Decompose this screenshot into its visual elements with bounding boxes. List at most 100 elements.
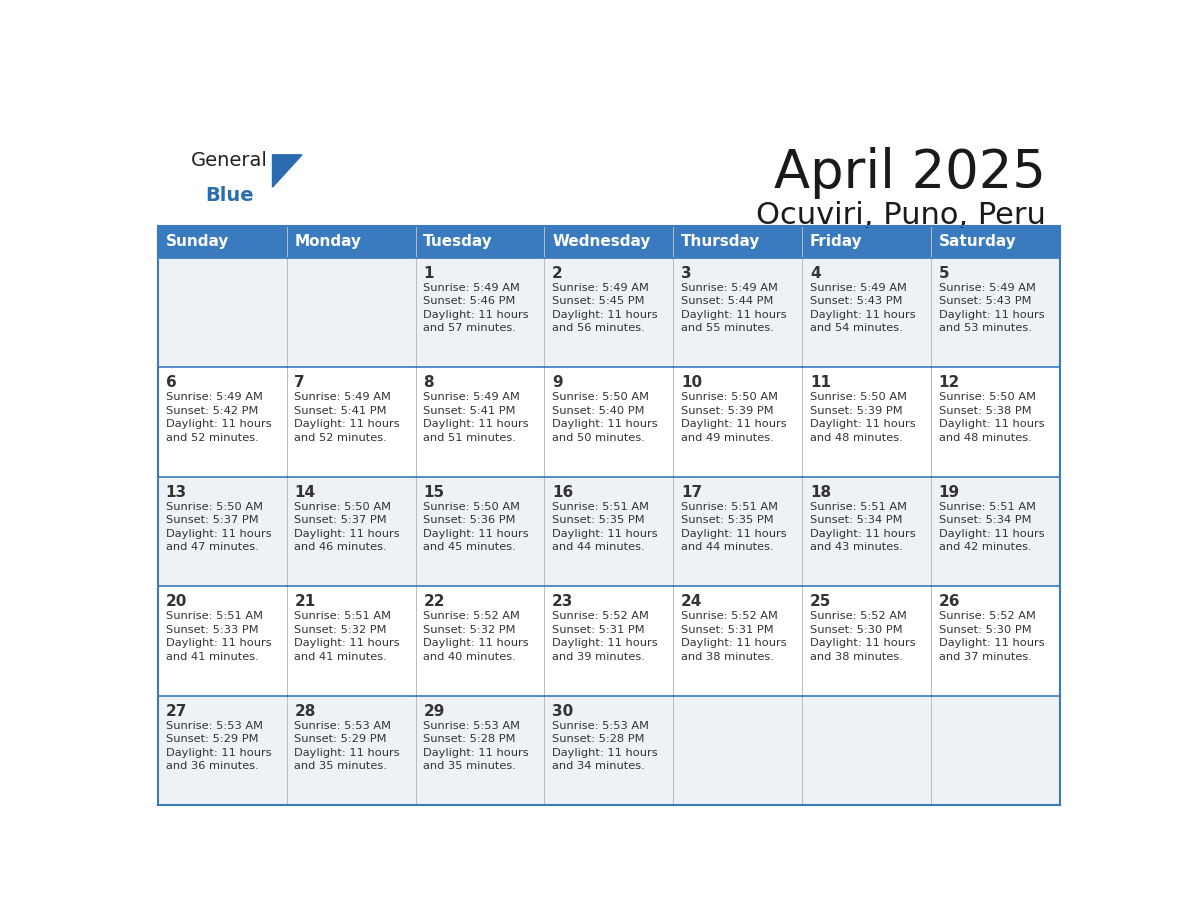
Text: Sunrise: 5:49 AM
Sunset: 5:45 PM
Daylight: 11 hours
and 56 minutes.: Sunrise: 5:49 AM Sunset: 5:45 PM Dayligh… <box>552 283 658 333</box>
Bar <box>931 477 1060 587</box>
Bar <box>802 587 931 696</box>
Text: Thursday: Thursday <box>681 234 760 250</box>
Bar <box>544 696 674 805</box>
Bar <box>931 258 1060 367</box>
Text: 29: 29 <box>423 704 444 719</box>
Text: 25: 25 <box>810 594 832 610</box>
Text: 4: 4 <box>810 265 821 281</box>
Text: April 2025: April 2025 <box>775 147 1045 199</box>
Text: Sunrise: 5:50 AM
Sunset: 5:36 PM
Daylight: 11 hours
and 45 minutes.: Sunrise: 5:50 AM Sunset: 5:36 PM Dayligh… <box>423 501 529 553</box>
Text: Sunrise: 5:49 AM
Sunset: 5:42 PM
Daylight: 11 hours
and 52 minutes.: Sunrise: 5:49 AM Sunset: 5:42 PM Dayligh… <box>165 392 271 442</box>
Text: Sunrise: 5:53 AM
Sunset: 5:28 PM
Daylight: 11 hours
and 34 minutes.: Sunrise: 5:53 AM Sunset: 5:28 PM Dayligh… <box>552 721 658 771</box>
Text: Sunrise: 5:51 AM
Sunset: 5:33 PM
Daylight: 11 hours
and 41 minutes.: Sunrise: 5:51 AM Sunset: 5:33 PM Dayligh… <box>165 611 271 662</box>
Bar <box>674 226 802 258</box>
Text: 30: 30 <box>552 704 574 719</box>
Text: Sunrise: 5:51 AM
Sunset: 5:35 PM
Daylight: 11 hours
and 44 minutes.: Sunrise: 5:51 AM Sunset: 5:35 PM Dayligh… <box>552 501 658 553</box>
Text: 9: 9 <box>552 375 563 390</box>
Text: Sunrise: 5:49 AM
Sunset: 5:46 PM
Daylight: 11 hours
and 57 minutes.: Sunrise: 5:49 AM Sunset: 5:46 PM Dayligh… <box>423 283 529 333</box>
Text: Sunrise: 5:50 AM
Sunset: 5:38 PM
Daylight: 11 hours
and 48 minutes.: Sunrise: 5:50 AM Sunset: 5:38 PM Dayligh… <box>939 392 1044 442</box>
Bar <box>544 226 674 258</box>
Text: 5: 5 <box>939 265 949 281</box>
Text: Sunrise: 5:52 AM
Sunset: 5:31 PM
Daylight: 11 hours
and 38 minutes.: Sunrise: 5:52 AM Sunset: 5:31 PM Dayligh… <box>681 611 786 662</box>
Text: 16: 16 <box>552 485 574 499</box>
Text: Sunrise: 5:49 AM
Sunset: 5:44 PM
Daylight: 11 hours
and 55 minutes.: Sunrise: 5:49 AM Sunset: 5:44 PM Dayligh… <box>681 283 786 333</box>
Bar <box>674 367 802 477</box>
Text: 18: 18 <box>810 485 832 499</box>
Text: Ocuviri, Puno, Peru: Ocuviri, Puno, Peru <box>756 201 1045 230</box>
Text: 6: 6 <box>165 375 176 390</box>
Text: 13: 13 <box>165 485 187 499</box>
Text: 14: 14 <box>295 485 316 499</box>
Text: 3: 3 <box>681 265 691 281</box>
Bar <box>158 587 286 696</box>
Bar <box>158 226 286 258</box>
Text: Sunrise: 5:50 AM
Sunset: 5:40 PM
Daylight: 11 hours
and 50 minutes.: Sunrise: 5:50 AM Sunset: 5:40 PM Dayligh… <box>552 392 658 442</box>
Text: Sunrise: 5:49 AM
Sunset: 5:41 PM
Daylight: 11 hours
and 51 minutes.: Sunrise: 5:49 AM Sunset: 5:41 PM Dayligh… <box>423 392 529 442</box>
Bar <box>544 477 674 587</box>
Text: 17: 17 <box>681 485 702 499</box>
Text: 11: 11 <box>810 375 830 390</box>
Bar <box>158 367 286 477</box>
Text: 15: 15 <box>423 485 444 499</box>
Text: Sunrise: 5:53 AM
Sunset: 5:29 PM
Daylight: 11 hours
and 36 minutes.: Sunrise: 5:53 AM Sunset: 5:29 PM Dayligh… <box>165 721 271 771</box>
Polygon shape <box>272 155 302 187</box>
Bar <box>416 587 544 696</box>
Text: Blue: Blue <box>206 185 254 205</box>
Bar <box>802 477 931 587</box>
Text: 20: 20 <box>165 594 187 610</box>
Bar <box>674 696 802 805</box>
Text: Sunrise: 5:52 AM
Sunset: 5:30 PM
Daylight: 11 hours
and 37 minutes.: Sunrise: 5:52 AM Sunset: 5:30 PM Dayligh… <box>939 611 1044 662</box>
Text: Tuesday: Tuesday <box>423 234 493 250</box>
Bar <box>544 367 674 477</box>
Text: Sunrise: 5:49 AM
Sunset: 5:43 PM
Daylight: 11 hours
and 53 minutes.: Sunrise: 5:49 AM Sunset: 5:43 PM Dayligh… <box>939 283 1044 333</box>
Text: Sunrise: 5:51 AM
Sunset: 5:35 PM
Daylight: 11 hours
and 44 minutes.: Sunrise: 5:51 AM Sunset: 5:35 PM Dayligh… <box>681 501 786 553</box>
Text: 23: 23 <box>552 594 574 610</box>
Text: 10: 10 <box>681 375 702 390</box>
Text: General: General <box>191 151 268 170</box>
Bar <box>286 258 416 367</box>
Bar <box>286 226 416 258</box>
Bar <box>416 367 544 477</box>
Text: Sunrise: 5:50 AM
Sunset: 5:37 PM
Daylight: 11 hours
and 47 minutes.: Sunrise: 5:50 AM Sunset: 5:37 PM Dayligh… <box>165 501 271 553</box>
Bar <box>158 258 286 367</box>
Text: Sunrise: 5:51 AM
Sunset: 5:34 PM
Daylight: 11 hours
and 42 minutes.: Sunrise: 5:51 AM Sunset: 5:34 PM Dayligh… <box>939 501 1044 553</box>
Text: Sunrise: 5:50 AM
Sunset: 5:39 PM
Daylight: 11 hours
and 49 minutes.: Sunrise: 5:50 AM Sunset: 5:39 PM Dayligh… <box>681 392 786 442</box>
Text: Sunrise: 5:51 AM
Sunset: 5:34 PM
Daylight: 11 hours
and 43 minutes.: Sunrise: 5:51 AM Sunset: 5:34 PM Dayligh… <box>810 501 916 553</box>
Bar <box>416 696 544 805</box>
Bar <box>802 367 931 477</box>
Bar <box>416 477 544 587</box>
Text: 27: 27 <box>165 704 187 719</box>
Text: Sunrise: 5:50 AM
Sunset: 5:37 PM
Daylight: 11 hours
and 46 minutes.: Sunrise: 5:50 AM Sunset: 5:37 PM Dayligh… <box>295 501 400 553</box>
Text: Friday: Friday <box>810 234 862 250</box>
Bar <box>158 477 286 587</box>
Bar <box>931 226 1060 258</box>
Bar <box>931 696 1060 805</box>
Text: Sunrise: 5:52 AM
Sunset: 5:32 PM
Daylight: 11 hours
and 40 minutes.: Sunrise: 5:52 AM Sunset: 5:32 PM Dayligh… <box>423 611 529 662</box>
Bar <box>286 367 416 477</box>
Text: Sunday: Sunday <box>165 234 229 250</box>
Text: Monday: Monday <box>295 234 361 250</box>
Text: 2: 2 <box>552 265 563 281</box>
Bar <box>802 258 931 367</box>
Text: Sunrise: 5:51 AM
Sunset: 5:32 PM
Daylight: 11 hours
and 41 minutes.: Sunrise: 5:51 AM Sunset: 5:32 PM Dayligh… <box>295 611 400 662</box>
Bar <box>416 258 544 367</box>
Bar <box>544 587 674 696</box>
Bar <box>674 477 802 587</box>
Bar <box>674 258 802 367</box>
Text: 19: 19 <box>939 485 960 499</box>
Text: Sunrise: 5:50 AM
Sunset: 5:39 PM
Daylight: 11 hours
and 48 minutes.: Sunrise: 5:50 AM Sunset: 5:39 PM Dayligh… <box>810 392 916 442</box>
Text: Sunrise: 5:52 AM
Sunset: 5:30 PM
Daylight: 11 hours
and 38 minutes.: Sunrise: 5:52 AM Sunset: 5:30 PM Dayligh… <box>810 611 916 662</box>
Text: 26: 26 <box>939 594 960 610</box>
Bar <box>802 696 931 805</box>
Text: 8: 8 <box>423 375 434 390</box>
Text: Saturday: Saturday <box>939 234 1017 250</box>
Text: 22: 22 <box>423 594 444 610</box>
Bar <box>286 696 416 805</box>
Bar <box>544 258 674 367</box>
Text: 21: 21 <box>295 594 316 610</box>
Bar <box>158 226 1060 805</box>
Text: Sunrise: 5:49 AM
Sunset: 5:41 PM
Daylight: 11 hours
and 52 minutes.: Sunrise: 5:49 AM Sunset: 5:41 PM Dayligh… <box>295 392 400 442</box>
Text: 7: 7 <box>295 375 305 390</box>
Text: 24: 24 <box>681 594 702 610</box>
Bar <box>674 587 802 696</box>
